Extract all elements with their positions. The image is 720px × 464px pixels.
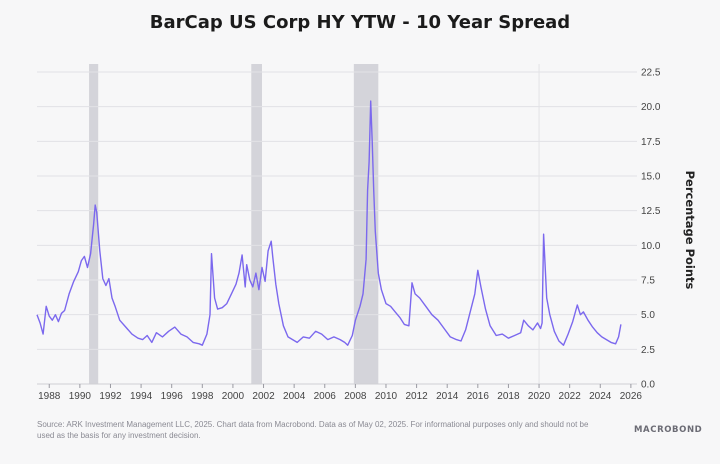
x-tick-label: 2008 bbox=[344, 391, 367, 402]
y-tick-label: 22.5 bbox=[641, 68, 661, 79]
x-tick-label: 2020 bbox=[528, 391, 551, 402]
x-tick-label: 2002 bbox=[252, 391, 275, 402]
chart-title: BarCap US Corp HY YTW - 10 Year Spread bbox=[149, 12, 571, 33]
y-axis-label: Percentage Points bbox=[683, 170, 697, 290]
x-tick-label: 2000 bbox=[222, 391, 245, 402]
x-tick-label: 2022 bbox=[559, 391, 582, 402]
x-tick-label: 1994 bbox=[130, 391, 153, 402]
recession-band-2 bbox=[251, 64, 262, 384]
x-tick-label: 2018 bbox=[497, 391, 520, 402]
x-tick-label: 2006 bbox=[314, 391, 337, 402]
y-tick-label: 20.0 bbox=[641, 102, 661, 113]
y-tick-label: 15.0 bbox=[641, 172, 661, 183]
x-tick-label: 1992 bbox=[99, 391, 122, 402]
y-tick-label: 5.0 bbox=[641, 310, 655, 321]
x-tick-label: 2010 bbox=[375, 391, 398, 402]
recession-band-3 bbox=[353, 64, 379, 384]
x-tick-label: 1998 bbox=[191, 391, 214, 402]
x-tick-label: 1996 bbox=[161, 391, 184, 402]
y-tick-label: 10.0 bbox=[641, 241, 661, 252]
y-tick-label: 0.0 bbox=[641, 380, 655, 391]
y-tick-label: 12.5 bbox=[641, 206, 661, 217]
brand-logo: MACROBOND bbox=[634, 425, 703, 435]
x-tick-label: 2026 bbox=[620, 391, 643, 402]
x-tick-label: 1988 bbox=[38, 391, 61, 402]
x-tick-label: 2004 bbox=[283, 391, 306, 402]
x-tick-label: 2012 bbox=[405, 391, 428, 402]
y-tick-label: 7.5 bbox=[641, 276, 655, 287]
x-tick-label: 2014 bbox=[436, 391, 459, 402]
source-note: Source: ARK Investment Management LLC, 2… bbox=[37, 420, 589, 440]
series-line-1 bbox=[36, 100, 622, 346]
x-tick-label: 2016 bbox=[467, 391, 490, 402]
x-tick-label: 1990 bbox=[69, 391, 92, 402]
x-tick-label: 2024 bbox=[589, 391, 612, 402]
y-tick-label: 17.5 bbox=[641, 137, 661, 148]
y-tick-label: 2.5 bbox=[641, 345, 655, 356]
